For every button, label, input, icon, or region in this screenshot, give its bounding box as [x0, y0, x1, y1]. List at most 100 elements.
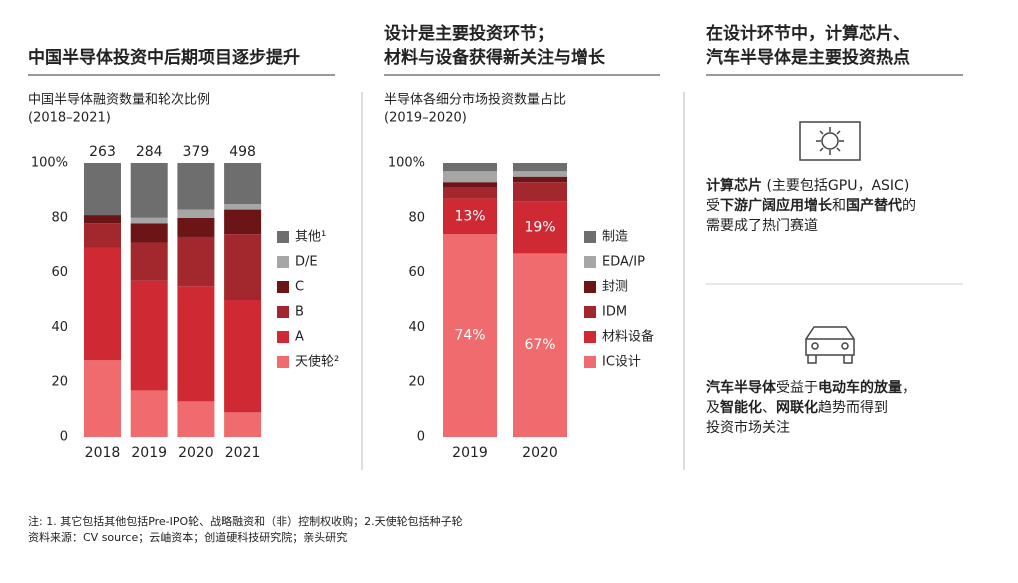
- bar-segment: [130, 223, 168, 243]
- y-tick-label: 60: [408, 265, 425, 280]
- x-tick-label: 2019: [131, 445, 167, 461]
- text-line: 在设计环节中，计算芯片、: [706, 23, 910, 44]
- legend-swatch: [584, 281, 596, 293]
- text-line: 中国半导体融资数量和轮次比例: [28, 92, 210, 108]
- legend-swatch: [277, 256, 289, 268]
- y-tick-label: 80: [51, 210, 68, 225]
- bar-segment: [443, 187, 497, 199]
- bar-segment: [513, 182, 567, 202]
- rich-text-line: 投资市场关注: [706, 419, 790, 436]
- text-line: 设计是主要投资环节；: [384, 23, 554, 44]
- rich-text-line: 汽车半导体受益于电动车的放量，: [706, 379, 916, 396]
- value-label: 19%: [524, 219, 555, 235]
- bar-segment: [130, 390, 168, 437]
- note: 注: 1. 其它包括其他包括Pre-IPO轮、战略融资和（非）控制权收购；2.天…: [28, 514, 463, 528]
- bar-segment: [177, 286, 215, 402]
- text-segment: 下游广阔应用增长: [720, 197, 833, 214]
- legend-swatch: [584, 356, 596, 368]
- text-segment: 电动车的放量: [818, 379, 902, 396]
- bar-segment: [130, 217, 168, 224]
- legend-swatch: [584, 231, 596, 243]
- legend-swatch: [277, 356, 289, 368]
- legend-swatch: [277, 331, 289, 343]
- rich-text-line: 受下游广阔应用增长和国产替代的: [706, 197, 916, 214]
- x-tick-label: 2019: [452, 445, 488, 461]
- bar-segment: [84, 247, 121, 361]
- total-label: 379: [183, 144, 210, 160]
- y-tick-label: 100%: [388, 156, 425, 171]
- text-line: (2019–2020): [384, 111, 467, 126]
- text-line: (2018–2021): [28, 111, 111, 126]
- y-tick-label: 80: [408, 210, 425, 225]
- text-segment: 及: [706, 400, 720, 416]
- bar-segment: [224, 300, 262, 413]
- value-label: 67%: [524, 337, 555, 353]
- legend-label: 封测: [602, 280, 628, 295]
- text-segment: 网联化: [776, 399, 818, 416]
- total-label: 263: [89, 144, 116, 160]
- bar-segment: [513, 176, 567, 183]
- x-tick-label: 2020: [178, 445, 214, 461]
- bar-segment: [224, 412, 262, 437]
- bar-segment: [177, 236, 215, 287]
- bar-segment: [224, 209, 262, 235]
- bar-segment: [513, 253, 567, 437]
- total-label: 498: [229, 144, 256, 160]
- bar-segment: [84, 360, 121, 437]
- text-segment: ，: [902, 380, 916, 396]
- rich-text-line: 及智能化、网联化趋势而得到: [706, 399, 888, 416]
- text-line: 半导体各细分市场投资数量占比: [384, 92, 566, 108]
- text-segment: 、: [762, 400, 776, 416]
- legend-label: EDA/IP: [602, 255, 645, 270]
- legend-label: B: [295, 305, 304, 320]
- legend-label: A: [295, 330, 304, 345]
- value-label: 74%: [454, 328, 485, 344]
- x-tick-label: 2021: [225, 445, 261, 461]
- text-segment: 趋势而得到: [818, 399, 888, 416]
- car-icon: [805, 326, 855, 364]
- legend-label: C: [295, 280, 304, 295]
- bar-segment: [224, 234, 262, 300]
- legend-swatch: [277, 281, 289, 293]
- legend-label: 制造: [602, 230, 628, 245]
- x-tick-label: 2020: [522, 445, 558, 461]
- bar-segment: [130, 163, 168, 218]
- legend-label: IDM: [602, 305, 627, 320]
- y-tick-label: 100%: [31, 156, 68, 171]
- y-tick-label: 0: [417, 430, 425, 445]
- text-segment: 智能化: [719, 399, 762, 416]
- text-segment: (主要包括GPU，ASIC): [762, 178, 909, 194]
- legend-label: D/E: [295, 255, 318, 270]
- rich-text-line: 计算芯片 (主要包括GPU，ASIC): [706, 177, 909, 194]
- bar-segment: [513, 163, 567, 172]
- bar-segment: [84, 223, 121, 248]
- bar-segment: [443, 234, 497, 437]
- bar-segment: [130, 242, 168, 281]
- chip-icon: [799, 121, 861, 161]
- legend-swatch: [584, 306, 596, 318]
- y-tick-label: 40: [51, 320, 68, 335]
- text-segment: 需要成了热门赛道: [706, 218, 818, 234]
- text-segment: 的: [902, 198, 916, 214]
- bar-segment: [177, 209, 215, 218]
- bar-segment: [84, 163, 121, 216]
- bar-segment: [177, 401, 215, 437]
- legend-label: 材料设备: [602, 329, 654, 345]
- legend-swatch: [584, 331, 596, 343]
- legend-label: 其他¹: [295, 230, 326, 245]
- text-line: 汽车半导体是主要投资热点: [706, 47, 910, 68]
- legend-label: IC设计: [602, 355, 641, 370]
- bar-segment: [130, 280, 168, 391]
- bar-segment: [443, 163, 497, 172]
- total-label: 284: [136, 144, 163, 160]
- bar-segment: [224, 163, 262, 205]
- text-line: 材料与设备获得新关注与增长: [384, 47, 606, 68]
- bar-segment: [224, 204, 262, 210]
- text-segment: 和: [832, 198, 846, 214]
- bar-segment: [513, 201, 567, 254]
- y-tick-label: 20: [51, 375, 68, 390]
- bar-segment: [177, 217, 215, 237]
- text-segment: 投资市场关注: [706, 419, 790, 436]
- bar-segment: [443, 198, 497, 235]
